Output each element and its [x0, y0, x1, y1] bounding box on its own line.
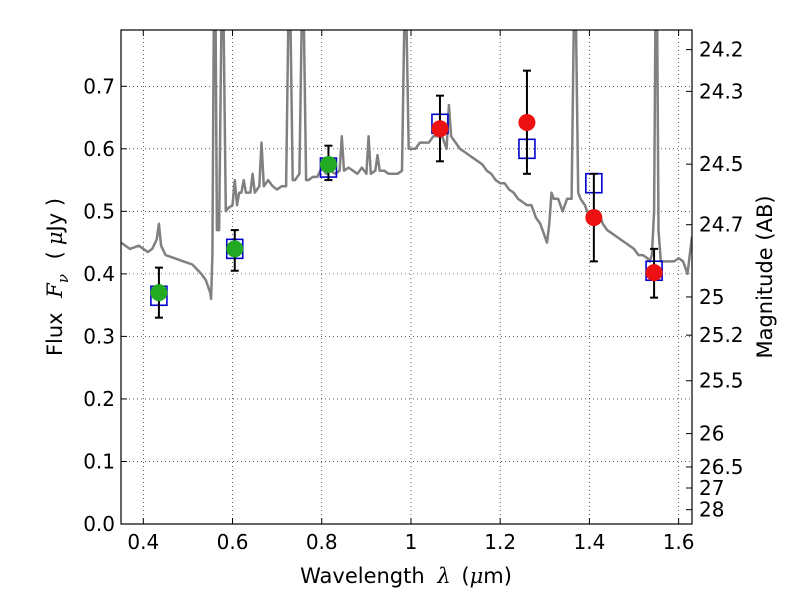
x-tick-label: 0.8	[306, 530, 338, 554]
y2-tick-label: 26	[699, 422, 724, 446]
x-axis-label-unit-open: (	[461, 564, 469, 588]
y-axis: 0.0 0.1 0.2 0.3 0.4 0.5 0.6 0.7	[83, 74, 127, 536]
y2-tick-label: 25	[699, 285, 724, 309]
observed-flux-point	[226, 240, 244, 258]
y-axis-label-unit-open: (	[43, 251, 67, 259]
y2-tick-label: 24.2	[699, 38, 744, 62]
y-tick-label: 0.4	[83, 262, 115, 286]
y-axis-label-unit-mu: μ	[43, 231, 67, 245]
x-axis-label-prefix: Wavelength	[300, 564, 425, 588]
y-tick-label: 0.3	[83, 324, 115, 348]
y-axis-label-subscript: ν	[54, 274, 72, 283]
y2-tick-label: 25.2	[699, 323, 744, 347]
y2-tick-label: 28	[699, 498, 724, 522]
observed-flux-point	[150, 284, 168, 302]
observed-flux-point	[319, 155, 337, 173]
x-tick-label: 1.6	[663, 530, 695, 554]
y2-tick-label: 24.3	[699, 79, 744, 103]
plot-frame	[120, 29, 693, 525]
y-tick-label: 0.2	[83, 387, 115, 411]
series-layer	[121, 30, 692, 319]
y-axis-label-symbol: F	[43, 282, 67, 299]
x-axis: 0.4 0.6 0.8 1 1.2 1.4 1.6	[127, 30, 695, 554]
x-axis-label-unit-rest: m)	[483, 564, 512, 588]
x-axis-label: Wavelength λ (μm)	[300, 564, 512, 588]
y2-tick-label: 24.5	[699, 152, 744, 176]
y-tick-label: 0.6	[83, 137, 115, 161]
x-axis-label-unit-mu: μ	[470, 564, 484, 588]
plot-area	[121, 30, 692, 524]
observed-flux-point	[645, 264, 663, 282]
y-axis-label: Flux Fν ( μJy )	[43, 198, 73, 356]
observed-flux-point	[585, 209, 603, 227]
x-tick-label: 1.4	[573, 530, 605, 554]
x-tick-label: 0.6	[217, 530, 249, 554]
y-tick-label: 0.0	[83, 512, 115, 536]
y2-tick-label: 25.5	[699, 369, 744, 393]
observed-flux-point	[431, 120, 449, 138]
y-tick-label: 0.7	[83, 74, 115, 98]
observed-flux-point	[518, 114, 536, 132]
y-tick-label: 0.1	[83, 449, 115, 473]
y2-tick-label: 27	[699, 476, 724, 500]
y2-tick-label: 24.7	[699, 213, 744, 237]
y-tick-label: 0.5	[83, 199, 115, 223]
x-tick-label: 1	[405, 530, 418, 554]
x-tick-label: 0.4	[127, 530, 159, 554]
y-axis-label-prefix: Flux	[43, 312, 67, 356]
x-axis-label-symbol: λ	[436, 564, 450, 588]
y-axis-label-unit-rest: Jy )	[43, 198, 67, 234]
y2-axis-label: Magnitude (AB)	[753, 195, 777, 358]
y2-tick-label: 26.5	[699, 455, 744, 479]
x-tick-label: 1.2	[484, 530, 516, 554]
